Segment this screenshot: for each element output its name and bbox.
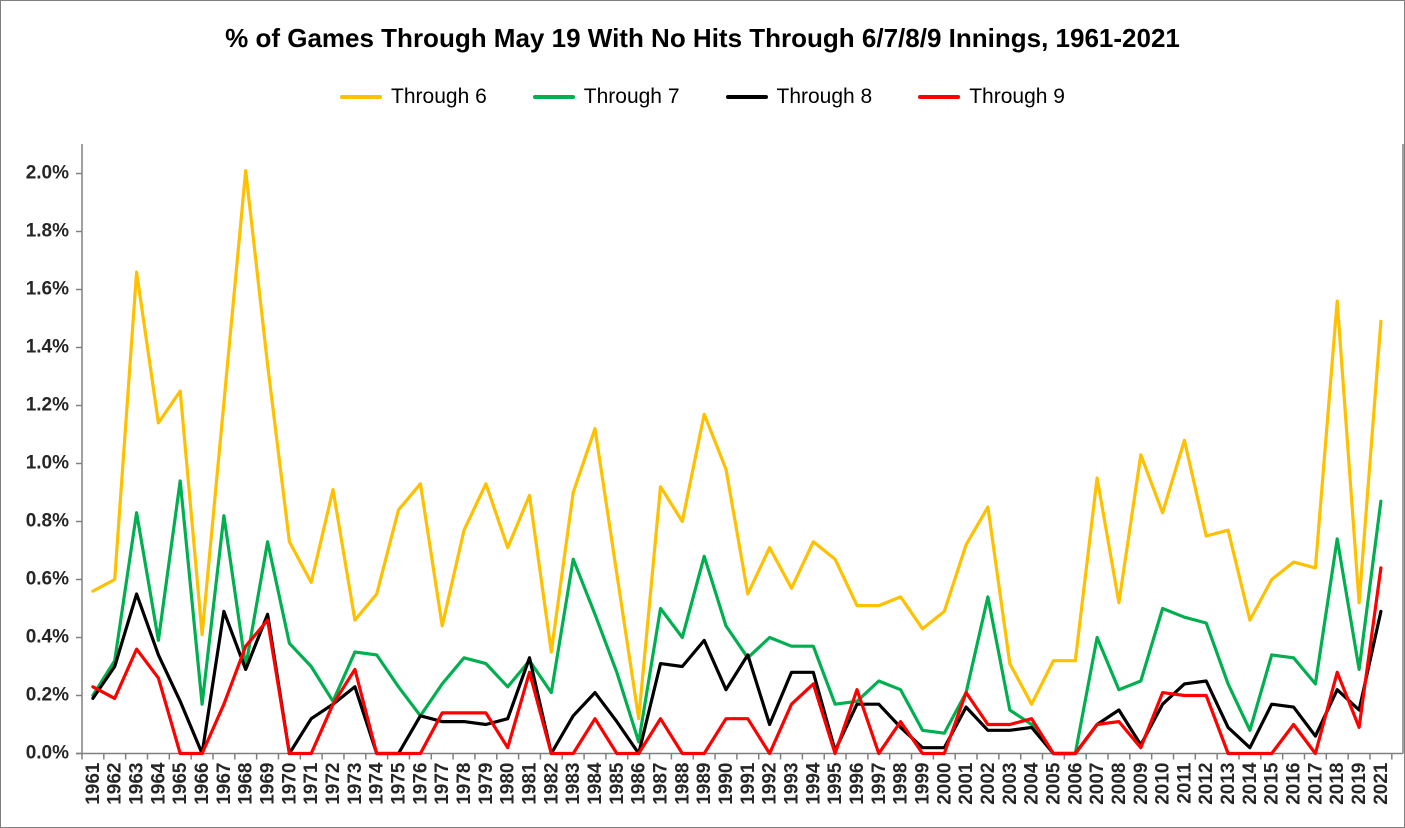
x-tick-label: 1998 (891, 763, 912, 805)
legend-label: Through 9 (969, 85, 1065, 108)
y-tick-label: 0.0% (26, 743, 69, 764)
x-tick-label: 1975 (389, 762, 410, 805)
x-tick-label: 1992 (760, 763, 781, 805)
x-tick-label: 2021 (1371, 762, 1392, 805)
x-tick-label: 1994 (803, 762, 824, 805)
legend-item-through-6: Through 6 (340, 85, 487, 109)
x-tick-label: 1996 (847, 763, 868, 805)
y-axis: 0.0% 0.2% 0.4% 0.6% 0.8% 1.0% 1.2% 1.4% 1.6% 1.8%… (26, 144, 83, 764)
y-tick-label: 2.0% (26, 163, 69, 184)
x-tick-label: 1971 (301, 762, 322, 805)
x-tick-label: 1972 (323, 763, 344, 805)
x-tick-label: 1984 (585, 762, 606, 805)
x-tick-label: 1982 (541, 763, 562, 805)
x-tick-label: 2016 (1284, 763, 1305, 805)
x-tick-label: 2009 (1131, 763, 1152, 805)
y-tick-label: 1.8% (26, 221, 69, 242)
x-axis: 1961 1962 1963 1964 1965 1966 1967 1968 1969 1970… (76, 752, 1403, 805)
x-tick-label: 2015 (1262, 762, 1283, 805)
y-tick-label: 1.2% (26, 395, 69, 416)
y-tick-label: 0.8% (26, 511, 69, 532)
series-line-through-9 (91, 566, 1383, 756)
chart-title: % of Games Through May 19 With No Hits T… (225, 23, 1180, 53)
x-tick-label: 2006 (1065, 763, 1086, 805)
x-tick-label: 1973 (345, 763, 366, 805)
y-tick-label: 0.4% (26, 627, 69, 648)
legend-label: Through 6 (391, 85, 487, 108)
legend: Through 6 Through 7 Through 8 Through 9 (1, 85, 1404, 109)
x-tick-label: 2012 (1196, 763, 1217, 805)
x-tick-label: 1966 (192, 763, 213, 805)
x-tick-label: 2008 (1109, 763, 1130, 805)
x-tick-label: 1979 (476, 763, 497, 805)
x-tick-label: 2004 (1022, 762, 1043, 805)
x-tick-label: 2000 (934, 763, 955, 805)
x-tick-label: 1989 (694, 763, 715, 805)
legend-line-swatch-through-7 (532, 95, 575, 99)
x-tick-label: 1976 (410, 763, 431, 805)
x-tick-label: 1967 (214, 763, 235, 805)
x-tick-label: 2007 (1087, 763, 1108, 805)
x-tick-label: 1978 (454, 763, 475, 805)
x-tick-label: 2017 (1305, 763, 1326, 805)
legend-item-through-9: Through 9 (918, 85, 1065, 109)
x-tick-label: 1961 (83, 762, 104, 805)
x-tick-label: 1988 (672, 763, 693, 805)
x-tick-label: 2001 (956, 762, 977, 805)
x-tick-label: 2003 (1000, 763, 1021, 805)
x-tick-label: 1995 (825, 762, 846, 805)
x-tick-label: 1974 (367, 762, 388, 805)
x-tick-label: 1993 (781, 763, 802, 805)
series-line-through-7 (91, 479, 1383, 756)
x-tick-label: 1964 (148, 762, 169, 805)
legend-line-swatch-through-6 (340, 95, 383, 99)
x-tick-label: 2019 (1349, 763, 1370, 805)
x-tick-label: 2010 (1153, 763, 1174, 805)
x-tick-label: 1965 (170, 762, 191, 805)
x-tick-label: 1991 (738, 762, 759, 805)
x-tick-label: 2011 (1174, 762, 1195, 804)
x-tick-label: 1986 (629, 763, 650, 805)
x-tick-label: 1962 (105, 763, 126, 805)
series-line-through-6 (91, 169, 1383, 721)
x-tick-label: 1977 (432, 763, 453, 805)
x-tick-label: 1970 (279, 763, 300, 805)
x-tick-label: 1997 (869, 763, 890, 805)
x-tick-label: 2005 (1043, 762, 1064, 805)
y-tick-label: 1.4% (26, 337, 69, 358)
legend-label: Through 7 (583, 85, 680, 108)
x-tick-label: 1981 (520, 762, 541, 805)
legend-line-swatch-through-9 (918, 95, 961, 99)
legend-label: Through 8 (776, 85, 873, 108)
x-tick-label: 1983 (563, 763, 584, 805)
y-tick-label: 1.0% (26, 453, 69, 474)
x-tick-label: 2002 (978, 763, 999, 805)
legend-line-swatch-through-8 (725, 95, 768, 99)
legend-item-through-7: Through 7 (532, 85, 680, 109)
x-tick-label: 2014 (1240, 762, 1261, 805)
x-tick-label: 1968 (236, 763, 257, 805)
legend-item-through-8: Through 8 (725, 85, 873, 109)
x-tick-label: 2018 (1327, 763, 1348, 805)
x-tick-label: 1990 (716, 763, 737, 805)
y-tick-label: 0.6% (26, 569, 69, 590)
x-tick-label: 2013 (1218, 763, 1239, 805)
series-line-through-8 (91, 592, 1383, 756)
y-tick-label: 0.2% (26, 685, 69, 706)
y-tick-label: 1.6% (26, 279, 69, 300)
x-tick-label: 1969 (258, 763, 279, 805)
x-tick-label: 1999 (912, 763, 933, 805)
x-tick-label: 1987 (650, 763, 671, 805)
x-tick-label: 1980 (498, 763, 519, 805)
x-tick-label: 1985 (607, 762, 628, 805)
x-tick-label: 1963 (127, 763, 148, 805)
